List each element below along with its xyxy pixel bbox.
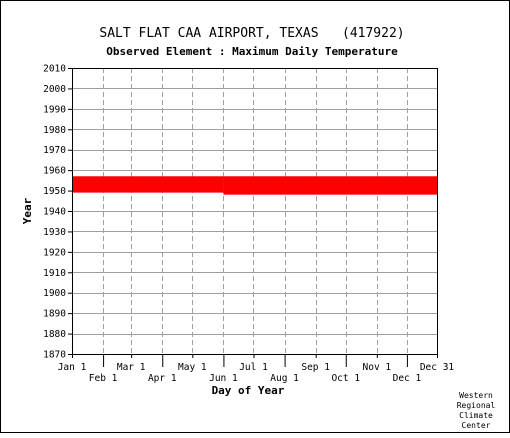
data-band xyxy=(72,176,224,193)
x-tick-label: Apr 1 xyxy=(148,373,177,384)
y-tick-label: 1960 xyxy=(43,166,66,177)
credit-block: Western Regional Climate Center xyxy=(457,391,496,430)
y-axis-label: Year xyxy=(21,197,34,224)
y-tick-label: 1890 xyxy=(43,309,66,320)
x-tick-label: Jun 1 xyxy=(209,373,238,384)
y-tick-label: 1900 xyxy=(43,288,66,299)
chart-title: SALT FLAT CAA AIRPORT, TEXAS (417922) xyxy=(99,26,404,41)
plot-border xyxy=(72,68,438,355)
credit-line: Regional xyxy=(457,401,496,410)
y-tick-label: 2000 xyxy=(43,84,66,95)
x-tick-label: Oct 1 xyxy=(331,373,360,384)
x-tick-label: Feb 1 xyxy=(89,373,118,384)
x-tick-label: Nov 1 xyxy=(363,362,392,373)
x-tick-label: Jul 1 xyxy=(239,362,268,373)
y-tick-label: 1940 xyxy=(43,207,66,218)
x-tick-label: Dec 31 xyxy=(420,362,455,373)
x-axis-label: Day of Year xyxy=(212,384,285,397)
x-tick-label: Aug 1 xyxy=(270,373,299,384)
y-tick-label: 1910 xyxy=(43,268,66,279)
y-tick-label: 1870 xyxy=(43,350,66,361)
data-band xyxy=(223,176,437,195)
y-tick-label: 1970 xyxy=(43,145,66,156)
y-axis-ticks: 1870 1880 1890 1900 1910 1920 1930 1940 1950 1960… xyxy=(43,64,72,361)
y-tick-label: 1930 xyxy=(43,227,66,238)
x-tick-label: Mar 1 xyxy=(117,362,146,373)
y-tick-label: 1920 xyxy=(43,247,66,258)
credit-line: Western xyxy=(459,391,493,400)
credit-line: Climate xyxy=(459,411,493,420)
y-tick-label: 1950 xyxy=(43,186,66,197)
chart-subtitle: Observed Element : Maximum Daily Tempera… xyxy=(106,45,398,58)
x-tick-label: Sep 1 xyxy=(301,362,330,373)
data-region xyxy=(72,176,437,195)
y-tick-label: 1990 xyxy=(43,104,66,115)
x-tick-label: Jan 1 xyxy=(58,362,87,373)
y-tick-label: 1980 xyxy=(43,125,66,136)
credit-line: Center xyxy=(462,421,491,430)
x-tick-label: May 1 xyxy=(178,362,207,373)
x-tick-label: Dec 1 xyxy=(393,373,422,384)
y-tick-label: 1880 xyxy=(43,329,66,340)
y-tick-label: 2010 xyxy=(43,64,66,75)
